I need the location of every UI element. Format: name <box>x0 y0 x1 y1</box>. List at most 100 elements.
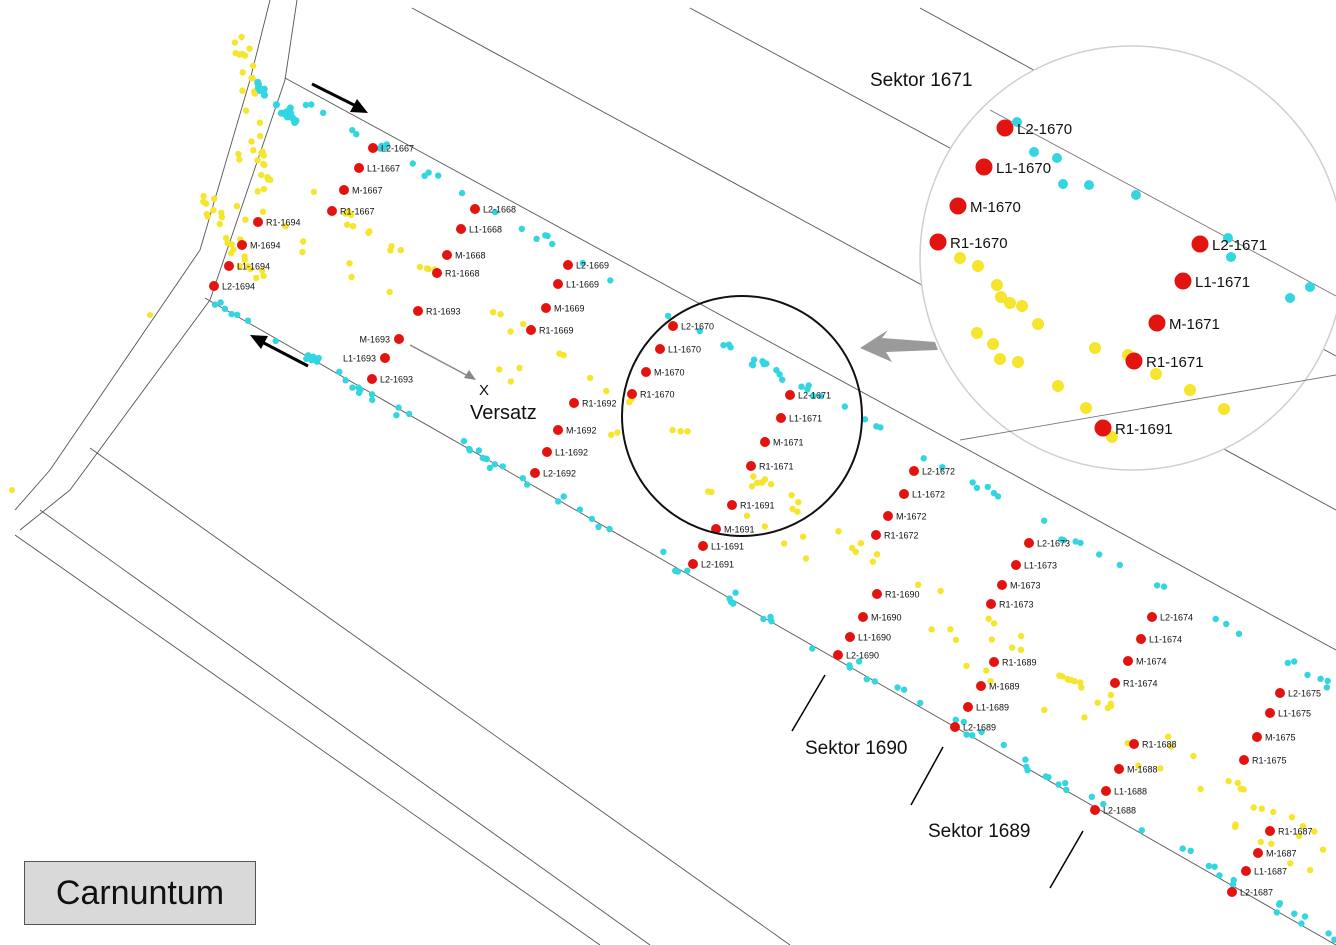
marker-label: L2-1673 <box>1037 539 1070 549</box>
marker-label: R1-1694 <box>266 218 301 228</box>
marker-label: L1-1688 <box>1114 787 1147 797</box>
zoom-pointer-arrow-icon <box>860 330 938 362</box>
marker-m-1673: M-1673 <box>997 580 1041 591</box>
inset-marker-r1-1670: R1-1670 <box>929 233 1008 252</box>
inset-zoom-view: L2-1670 L1-1670 M-1670 R1-1670 L2-1671 L1-167… <box>870 45 1336 471</box>
marker-label: L1-1692 <box>555 448 588 458</box>
offset-mark: X <box>479 382 489 399</box>
marker-label: R1-1667 <box>340 207 375 217</box>
marker-r1-1675: R1-1675 <box>1239 755 1287 766</box>
marker-m-1693: M-1693 <box>359 334 404 345</box>
marker-r1-1668: R1-1668 <box>432 268 480 279</box>
marker-label: R1-1669 <box>539 326 574 336</box>
marker-m-1675: M-1675 <box>1252 732 1296 743</box>
marker-l2-1692: L2-1692 <box>530 468 576 479</box>
marker-m-1670: M-1670 <box>641 367 685 378</box>
marker-l1-1688: L1-1688 <box>1101 786 1147 797</box>
marker-l1-1687: L1-1687 <box>1241 866 1287 877</box>
marker-label: L2-1687 <box>1240 888 1273 898</box>
marker-label: M-1691 <box>724 525 755 535</box>
marker-label: M-1693 <box>359 335 390 345</box>
site-title: Carnuntum <box>55 873 225 912</box>
marker-label: M-1672 <box>896 512 927 522</box>
marker-label: L2-1670 <box>681 322 714 332</box>
inset-marker-label: L1-1670 <box>996 160 1051 177</box>
marker-l2-1670: L2-1670 <box>668 321 714 332</box>
marker-l1-1669: L1-1669 <box>553 279 599 290</box>
marker-label: L1-1667 <box>367 164 400 174</box>
marker-l2-1672: L2-1672 <box>909 466 955 477</box>
marker-l1-1694: L1-1694 <box>224 261 270 272</box>
inset-marker-label: M-1671 <box>1169 316 1220 333</box>
marker-label: L1-1669 <box>566 280 599 290</box>
marker-label: M-1674 <box>1136 657 1167 667</box>
sector-markers: L2-1667 L1-1667 M-1667 R1-1667 R1-1694 M-1694… <box>209 143 1321 898</box>
marker-label: L2-1672 <box>922 467 955 477</box>
marker-label: L1-1689 <box>976 703 1009 713</box>
inset-marker-m-1671: M-1671 <box>1148 314 1220 333</box>
marker-m-1669: M-1669 <box>541 303 585 314</box>
marker-l2-1688: L2-1688 <box>1090 805 1136 816</box>
marker-r1-1689: R1-1689 <box>989 657 1037 668</box>
marker-label: L1-1675 <box>1278 709 1311 719</box>
marker-l2-1669: L2-1669 <box>563 260 609 271</box>
marker-m-1671: M-1671 <box>760 437 804 448</box>
marker-label: L1-1668 <box>469 225 502 235</box>
marker-m-1689: M-1689 <box>976 681 1020 692</box>
inset-marker-label: R1-1670 <box>950 235 1008 252</box>
marker-label: R1-1687 <box>1278 827 1313 837</box>
marker-label: L2-1688 <box>1103 806 1136 816</box>
marker-l1-1668: L1-1668 <box>456 224 502 235</box>
marker-l2-1667: L2-1667 <box>368 143 414 154</box>
inset-marker-label: L2-1671 <box>1212 237 1267 254</box>
marker-r1-1692: R1-1692 <box>569 398 617 409</box>
marker-label: M-1670 <box>654 368 685 378</box>
marker-m-1687: M-1687 <box>1253 848 1297 859</box>
sector-divider-2 <box>910 746 944 806</box>
marker-r1-1670: R1-1670 <box>627 389 675 400</box>
marker-label: L1-1690 <box>858 633 891 643</box>
sector-label-1690: Sektor 1690 <box>805 738 907 759</box>
marker-l2-1675: L2-1675 <box>1275 688 1321 699</box>
marker-r1-1688: R1-1688 <box>1129 739 1177 750</box>
marker-r1-1690: R1-1690 <box>872 589 920 600</box>
marker-label: L1-1674 <box>1149 635 1182 645</box>
marker-label: R1-1675 <box>1252 756 1287 766</box>
marker-label: R1-1693 <box>426 307 461 317</box>
marker-label: R1-1673 <box>999 600 1034 610</box>
inset-marker-label: M-1670 <box>970 199 1021 216</box>
marker-r1-1694: R1-1694 <box>253 217 301 228</box>
marker-label: L2-1667 <box>381 144 414 154</box>
marker-m-1672: M-1672 <box>883 511 927 522</box>
marker-label: L1-1691 <box>711 542 744 552</box>
marker-r1-1674: R1-1674 <box>1110 678 1158 689</box>
marker-label: L1-1687 <box>1254 867 1287 877</box>
survey-point-scatter <box>9 33 1336 943</box>
inset-marker-l2-1670: L2-1670 <box>996 119 1072 138</box>
marker-r1-1669: R1-1669 <box>526 325 574 336</box>
marker-r1-1671: R1-1671 <box>746 461 794 472</box>
marker-label: L2-1690 <box>846 651 879 661</box>
marker-l2-1689: L2-1689 <box>950 722 996 733</box>
marker-l1-1693: L1-1693 <box>343 353 390 364</box>
marker-label: L2-1694 <box>222 282 255 292</box>
marker-label: L2-1675 <box>1288 689 1321 699</box>
marker-label: L1-1672 <box>912 490 945 500</box>
marker-label: M-1668 <box>455 251 486 261</box>
marker-label: L2-1668 <box>483 205 516 215</box>
marker-m-1688: M-1688 <box>1114 764 1158 775</box>
inset-marker-label: R1-1671 <box>1146 354 1204 371</box>
marker-l2-1674: L2-1674 <box>1147 612 1193 623</box>
marker-m-1668: M-1668 <box>442 250 486 261</box>
marker-l2-1690: L2-1690 <box>833 650 879 661</box>
marker-m-1667: M-1667 <box>339 185 383 196</box>
marker-label: R1-1692 <box>582 399 617 409</box>
inset-marker-l1-1670: L1-1670 <box>975 158 1051 177</box>
offset-label: Versatz <box>470 402 537 424</box>
marker-r1-1667: R1-1667 <box>327 206 375 217</box>
marker-label: M-1690 <box>871 613 902 623</box>
inset-marker-l2-1671: L2-1671 <box>1191 235 1267 254</box>
marker-l1-1691: L1-1691 <box>698 541 744 552</box>
marker-label: L2-1689 <box>963 723 996 733</box>
marker-label: M-1675 <box>1265 733 1296 743</box>
